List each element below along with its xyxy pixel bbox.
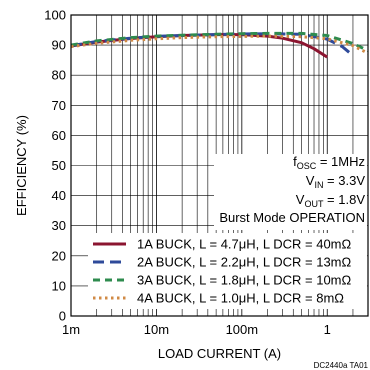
y-tick-label: 90 xyxy=(52,38,66,53)
series-lines xyxy=(70,31,369,59)
y-tick-label: 30 xyxy=(52,218,66,233)
x-tick-label: 1 xyxy=(324,322,331,337)
legend-label-4: 4A BUCK, L = 1.0μH, L DCR = 8mΩ xyxy=(137,291,344,306)
annotation-background xyxy=(214,154,367,230)
annotation-burst-mode: Burst Mode OPERATION xyxy=(219,210,365,225)
y-tick-label: 50 xyxy=(52,158,66,173)
legend-label-3: 3A BUCK, L = 1.8μH, L DCR = 10mΩ xyxy=(137,273,352,288)
y-tick-label: 20 xyxy=(52,248,66,263)
y-tick-label: 40 xyxy=(52,188,66,203)
legend-label-2: 2A BUCK, L = 2.2μH, L DCR = 13mΩ xyxy=(137,255,352,270)
figure-code-label: DC2440a TA01 xyxy=(314,361,369,370)
y-tick-label: 10 xyxy=(52,278,66,293)
x-axis-label: LOAD CURRENT (A) xyxy=(158,346,281,361)
series-line-3 xyxy=(70,31,369,52)
annotation-vout: VOUT = 1.8V xyxy=(296,192,366,209)
x-tick-label: 1m xyxy=(62,322,80,337)
legend: 1A BUCK, L = 4.7μH, L DCR = 40mΩ 2A BUCK,… xyxy=(88,233,367,309)
tick-labels: 0 10 20 30 40 50 60 70 80 90 100 1m 10m 100m 1 xyxy=(44,8,331,338)
y-tick-label: 0 xyxy=(59,309,66,324)
x-tick-label: 100m xyxy=(226,322,259,337)
legend-background xyxy=(88,233,367,309)
y-tick-label: 70 xyxy=(52,98,66,113)
y-tick-label: 80 xyxy=(52,68,66,83)
series-line-4 xyxy=(70,34,369,55)
annotation-fosc: fOSC = 1MHz xyxy=(293,154,365,171)
plot-frame xyxy=(70,14,369,317)
y-tick-label: 60 xyxy=(52,128,66,143)
y-axis-label: EFFICIENCY (%) xyxy=(14,115,29,216)
operating-conditions: fOSC = 1MHz VIN = 3.3V VOUT = 1.8V Burst… xyxy=(214,154,367,230)
legend-label-1: 1A BUCK, L = 4.7μH, L DCR = 40mΩ xyxy=(137,237,352,252)
y-tick-label: 100 xyxy=(44,8,66,23)
x-tick-label: 10m xyxy=(144,322,169,337)
annotation-vin: VIN = 3.3V xyxy=(306,173,366,190)
